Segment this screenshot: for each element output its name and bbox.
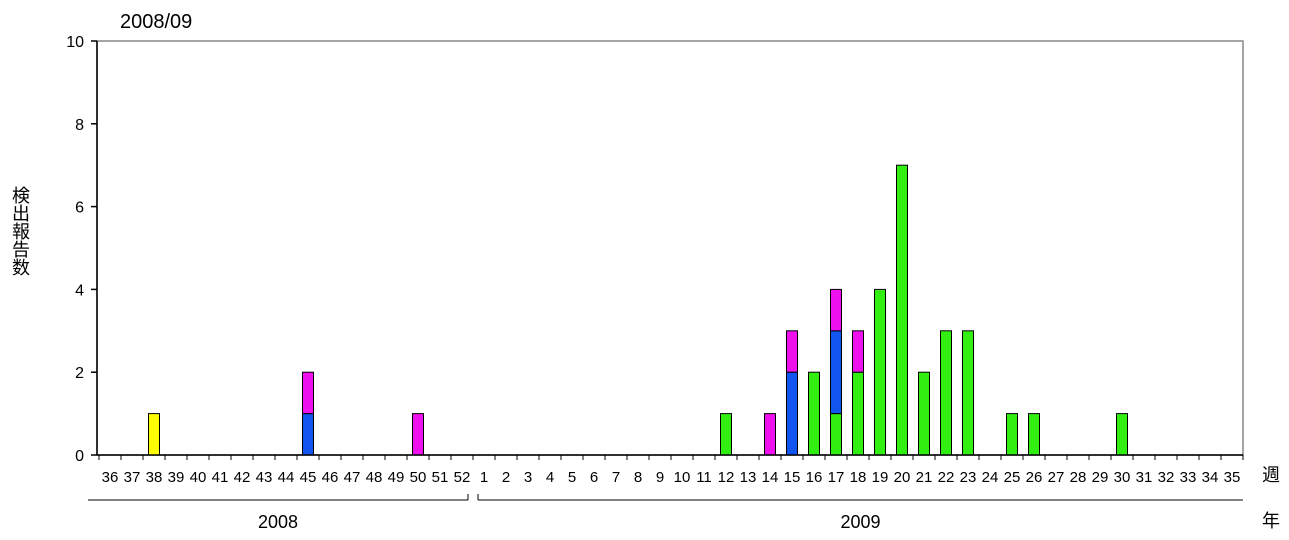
bar-segment <box>764 413 776 456</box>
x-tick-label: 13 <box>740 469 757 486</box>
x-tick-label: 41 <box>212 469 229 486</box>
bar-segment <box>830 413 842 456</box>
year-label: 2009 <box>840 512 880 532</box>
bar-segment <box>940 330 952 456</box>
x-tick-label: 46 <box>322 469 339 486</box>
x-tick-label: 35 <box>1224 469 1241 486</box>
x-tick-label: 40 <box>190 469 207 486</box>
x-tick-label: 50 <box>410 469 427 486</box>
x-tick-label: 5 <box>568 469 576 486</box>
x-tick-label: 32 <box>1158 469 1175 486</box>
x-tick-label: 30 <box>1114 469 1131 486</box>
bar-segment <box>852 371 864 456</box>
x-tick-label: 38 <box>146 469 163 486</box>
bar-segment <box>896 164 908 456</box>
x-tick-label: 14 <box>762 469 779 486</box>
bar-segment <box>918 371 930 456</box>
x-tick-label: 25 <box>1004 469 1021 486</box>
x-tick-label: 18 <box>850 469 867 486</box>
x-tick-label: 23 <box>960 469 977 486</box>
year-axis-label: 年 <box>1262 511 1280 531</box>
bars <box>148 164 1128 456</box>
chart-title: 2008/09 <box>120 11 192 33</box>
x-tick-label: 36 <box>102 469 119 486</box>
x-tick-label: 26 <box>1026 469 1043 486</box>
x-tick-label: 44 <box>278 469 295 486</box>
x-tick-label: 48 <box>366 469 383 486</box>
x-tick-label: 7 <box>612 469 620 486</box>
y-tick-label: 4 <box>75 282 84 299</box>
x-tick-label: 16 <box>806 469 823 486</box>
x-tick-label: 10 <box>674 469 691 486</box>
x-tick-label: 3 <box>524 469 532 486</box>
x-tick-label: 51 <box>432 469 449 486</box>
x-tick-label: 27 <box>1048 469 1065 486</box>
x-tick-label: 12 <box>718 469 735 486</box>
bar-segment <box>874 288 886 456</box>
x-tick-label: 37 <box>124 469 141 486</box>
x-tick-label: 4 <box>546 469 554 486</box>
x-tick-label: 52 <box>454 469 471 486</box>
x-tick-label: 11 <box>696 469 712 486</box>
x-tick-label: 19 <box>872 469 889 486</box>
bar-segment <box>786 330 798 373</box>
x-axis: 36 37 38 39 40 41 42 43 44 45 46 47 48 49 50 51 52 1 2 3 4 5 6… <box>97 454 1244 486</box>
x-tick-label: 45 <box>300 469 317 486</box>
x-tick-label: 31 <box>1136 469 1153 486</box>
bar-segment <box>1116 413 1128 456</box>
x-tick-label: 33 <box>1180 469 1197 486</box>
bar-segment <box>830 288 842 332</box>
x-tick-label: 15 <box>784 469 801 486</box>
x-tick-label: 9 <box>656 469 664 486</box>
x-tick-label: 20 <box>894 469 911 486</box>
y-axis-label: 検出報告数 <box>10 186 30 276</box>
x-tick-label: 47 <box>344 469 361 486</box>
x-tick-label: 43 <box>256 469 273 486</box>
bar-segment <box>412 413 424 456</box>
bar-segment <box>852 330 864 373</box>
x-tick-label: 24 <box>982 469 999 486</box>
y-tick-label: 8 <box>75 117 84 134</box>
x-tick-label: 34 <box>1202 469 1219 486</box>
y-tick-label: 6 <box>75 200 84 217</box>
x-axis-label: 週 <box>1262 465 1280 485</box>
bar-segment <box>1006 413 1018 456</box>
year-label: 2008 <box>258 512 298 532</box>
x-tick-label: 1 <box>480 469 488 486</box>
bar-segment <box>720 413 732 456</box>
bar-segment <box>148 413 160 456</box>
y-tick-label: 2 <box>75 365 84 382</box>
x-tick-label: 6 <box>590 469 598 486</box>
y-tick-label: 10 <box>66 34 84 51</box>
x-tick-label: 42 <box>234 469 251 486</box>
plot-frame <box>96 40 1244 456</box>
y-tick-label: 0 <box>75 448 84 465</box>
y-axis: 0 2 4 6 8 10 <box>66 34 98 465</box>
year-axis: 2008 2009 <box>88 494 1243 532</box>
bar-segment <box>962 330 974 456</box>
bar-segment <box>302 413 314 456</box>
bar-segment <box>830 330 842 415</box>
bar-segment <box>302 371 314 415</box>
x-tick-label: 22 <box>938 469 955 486</box>
x-tick-label: 8 <box>634 469 642 486</box>
x-tick-label: 2 <box>502 469 510 486</box>
bar-segment <box>808 371 820 456</box>
bar-segment <box>786 371 798 456</box>
bar-segment <box>1028 413 1040 456</box>
x-tick-label: 17 <box>828 469 845 486</box>
x-tick-label: 29 <box>1092 469 1109 486</box>
x-tick-label: 39 <box>168 469 185 486</box>
x-tick-label: 21 <box>916 469 933 486</box>
x-tick-label: 49 <box>388 469 405 486</box>
x-tick-label: 28 <box>1070 469 1087 486</box>
